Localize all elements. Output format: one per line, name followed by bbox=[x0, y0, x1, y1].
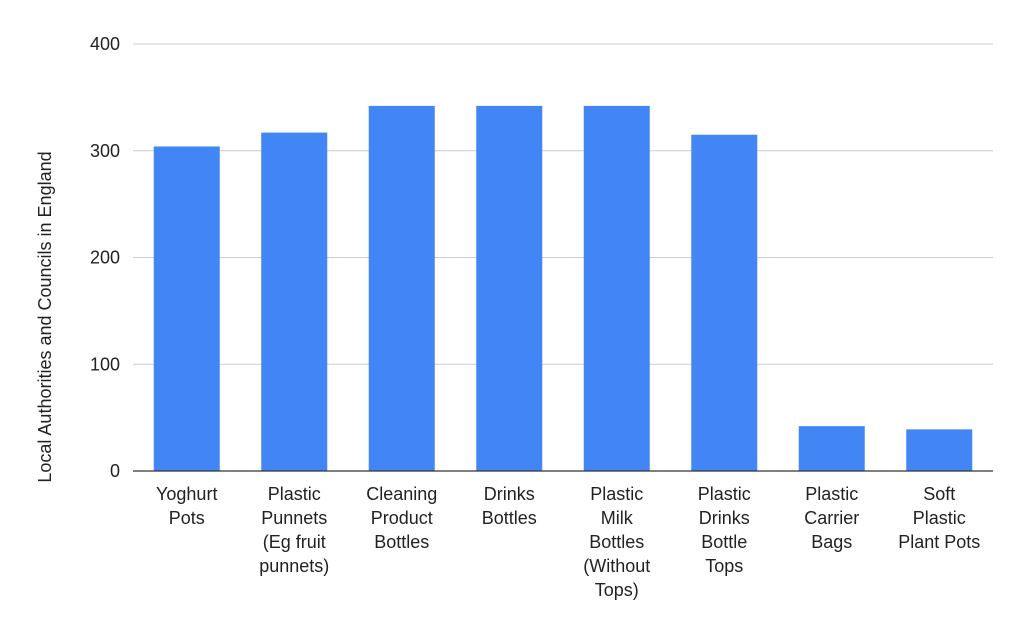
x-axis-labels: Yoghurt Pots Plastic Punnets (Eg fruit punnet… bbox=[156, 484, 980, 600]
x-category-label-line: Milk bbox=[601, 508, 634, 528]
x-category-label-line: (Eg fruit bbox=[263, 532, 326, 552]
x-category-label: Soft Plastic Plant Pots bbox=[898, 484, 980, 552]
y-tick-label: 200 bbox=[90, 248, 120, 268]
y-axis-title: Local Authorities and Councils in Englan… bbox=[35, 151, 55, 482]
x-category-label-line: Product bbox=[371, 508, 433, 528]
x-category-label-line: Pots bbox=[169, 508, 205, 528]
bar bbox=[368, 105, 435, 471]
bar bbox=[798, 426, 865, 471]
bar bbox=[153, 146, 220, 472]
y-tick-label: 400 bbox=[90, 34, 120, 54]
y-tick-label: 0 bbox=[110, 461, 120, 481]
x-category-label-line: (Without bbox=[583, 556, 650, 576]
x-category-label-line: Plastic bbox=[913, 508, 966, 528]
x-category-label: Drinks Bottles bbox=[482, 484, 537, 528]
x-category-label-line: Bottles bbox=[589, 532, 644, 552]
bar bbox=[261, 132, 328, 472]
x-category-label: Plastic Punnets (Eg fruit punnets) bbox=[259, 484, 329, 576]
bar bbox=[906, 429, 973, 471]
x-category-label-line: Punnets bbox=[261, 508, 327, 528]
y-tick-label: 100 bbox=[90, 354, 120, 374]
x-category-label-line: Plastic bbox=[590, 484, 643, 504]
x-category-label: Cleaning Product Bottles bbox=[366, 484, 437, 552]
x-category-label-line: Bottles bbox=[374, 532, 429, 552]
x-category-label: Plastic Drinks Bottle Tops bbox=[698, 484, 751, 576]
x-category-label: Yoghurt Pots bbox=[156, 484, 217, 528]
x-category-label-line: Soft bbox=[923, 484, 955, 504]
x-category-label-line: Bottles bbox=[482, 508, 537, 528]
x-category-label-line: Bottle bbox=[701, 532, 747, 552]
x-category-label-line: Plant Pots bbox=[898, 532, 980, 552]
bar bbox=[476, 105, 543, 471]
x-category-label-line: Drinks bbox=[484, 484, 535, 504]
x-category-label-line: Carrier bbox=[804, 508, 859, 528]
bar bbox=[691, 134, 758, 472]
x-category-label-line: Tops) bbox=[595, 580, 639, 600]
bar bbox=[583, 105, 650, 471]
x-category-label: Plastic Milk Bottles (Without Tops) bbox=[583, 484, 650, 600]
y-tick-label: 300 bbox=[90, 141, 120, 161]
bars bbox=[153, 105, 973, 472]
x-category-label-line: Plastic bbox=[268, 484, 321, 504]
x-category-label-line: Cleaning bbox=[366, 484, 437, 504]
x-category-label-line: Bags bbox=[811, 532, 852, 552]
x-category-label-line: Plastic bbox=[805, 484, 858, 504]
x-category-label-line: Tops bbox=[705, 556, 743, 576]
x-category-label-line: Drinks bbox=[699, 508, 750, 528]
y-axis-ticks: 0 100 200 300 400 bbox=[90, 34, 120, 481]
x-category-label-line: Yoghurt bbox=[156, 484, 217, 504]
x-category-label-line: punnets) bbox=[259, 556, 329, 576]
x-category-label-line: Plastic bbox=[698, 484, 751, 504]
x-category-label: Plastic Carrier Bags bbox=[804, 484, 859, 552]
